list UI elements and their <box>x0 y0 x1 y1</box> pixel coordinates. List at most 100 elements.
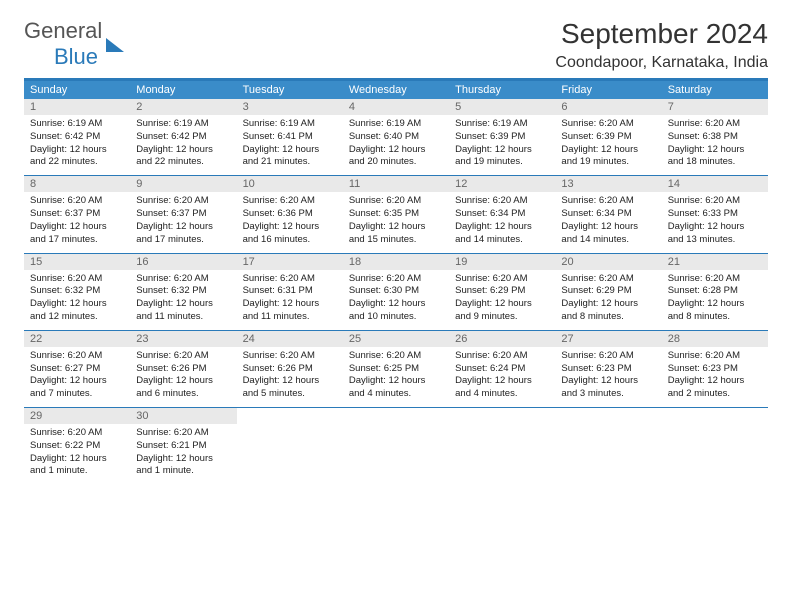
day-cell: 8Sunrise: 6:20 AMSunset: 6:37 PMDaylight… <box>24 176 130 252</box>
daylight-line: Daylight: 12 hours and 8 minutes. <box>668 298 762 324</box>
day-number: 9 <box>130 176 236 192</box>
daylight-line: Daylight: 12 hours and 14 minutes. <box>455 221 549 247</box>
sunset-line: Sunset: 6:32 PM <box>30 285 124 298</box>
day-number: 29 <box>24 408 130 424</box>
day-body: Sunrise: 6:20 AMSunset: 6:37 PMDaylight:… <box>24 192 130 246</box>
day-body: Sunrise: 6:19 AMSunset: 6:40 PMDaylight:… <box>343 115 449 169</box>
sunset-line: Sunset: 6:39 PM <box>455 131 549 144</box>
sunrise-line: Sunrise: 6:20 AM <box>30 273 124 286</box>
day-cell: 7Sunrise: 6:20 AMSunset: 6:38 PMDaylight… <box>662 99 768 175</box>
sunset-line: Sunset: 6:30 PM <box>349 285 443 298</box>
week-row: 29Sunrise: 6:20 AMSunset: 6:22 PMDayligh… <box>24 408 768 484</box>
daylight-line: Daylight: 12 hours and 17 minutes. <box>30 221 124 247</box>
day-number: 28 <box>662 331 768 347</box>
daylight-line: Daylight: 12 hours and 6 minutes. <box>136 375 230 401</box>
sunrise-line: Sunrise: 6:20 AM <box>30 195 124 208</box>
logo-word2: Blue <box>54 44 98 69</box>
day-number: 4 <box>343 99 449 115</box>
sunrise-line: Sunrise: 6:19 AM <box>243 118 337 131</box>
day-body: Sunrise: 6:20 AMSunset: 6:35 PMDaylight:… <box>343 192 449 246</box>
sunset-line: Sunset: 6:34 PM <box>455 208 549 221</box>
day-cell: 25Sunrise: 6:20 AMSunset: 6:25 PMDayligh… <box>343 331 449 407</box>
weekday-header: Tuesday <box>237 81 343 99</box>
daylight-line: Daylight: 12 hours and 14 minutes. <box>561 221 655 247</box>
day-number: 21 <box>662 254 768 270</box>
title-block: September 2024 Coondapoor, Karnataka, In… <box>555 18 768 72</box>
week-row: 22Sunrise: 6:20 AMSunset: 6:27 PMDayligh… <box>24 331 768 408</box>
day-cell: 22Sunrise: 6:20 AMSunset: 6:27 PMDayligh… <box>24 331 130 407</box>
daylight-line: Daylight: 12 hours and 2 minutes. <box>668 375 762 401</box>
day-cell: 4Sunrise: 6:19 AMSunset: 6:40 PMDaylight… <box>343 99 449 175</box>
sunset-line: Sunset: 6:35 PM <box>349 208 443 221</box>
day-number: 12 <box>449 176 555 192</box>
day-cell: 2Sunrise: 6:19 AMSunset: 6:42 PMDaylight… <box>130 99 236 175</box>
day-number: 8 <box>24 176 130 192</box>
day-cell: 18Sunrise: 6:20 AMSunset: 6:30 PMDayligh… <box>343 254 449 330</box>
day-body: Sunrise: 6:20 AMSunset: 6:26 PMDaylight:… <box>237 347 343 401</box>
day-number: 27 <box>555 331 661 347</box>
day-cell: 5Sunrise: 6:19 AMSunset: 6:39 PMDaylight… <box>449 99 555 175</box>
day-number: 3 <box>237 99 343 115</box>
day-number: 19 <box>449 254 555 270</box>
day-body: Sunrise: 6:19 AMSunset: 6:42 PMDaylight:… <box>24 115 130 169</box>
sunrise-line: Sunrise: 6:20 AM <box>349 195 443 208</box>
sunset-line: Sunset: 6:23 PM <box>561 363 655 376</box>
day-number: 20 <box>555 254 661 270</box>
sunrise-line: Sunrise: 6:20 AM <box>243 195 337 208</box>
weeks-container: 1Sunrise: 6:19 AMSunset: 6:42 PMDaylight… <box>24 99 768 484</box>
day-cell <box>449 408 555 484</box>
day-body: Sunrise: 6:20 AMSunset: 6:21 PMDaylight:… <box>130 424 236 478</box>
daylight-line: Daylight: 12 hours and 11 minutes. <box>243 298 337 324</box>
sunset-line: Sunset: 6:24 PM <box>455 363 549 376</box>
weekday-header: Wednesday <box>343 81 449 99</box>
logo-triangle-icon <box>106 38 124 52</box>
day-cell <box>343 408 449 484</box>
sunrise-line: Sunrise: 6:20 AM <box>455 273 549 286</box>
sunrise-line: Sunrise: 6:20 AM <box>30 350 124 363</box>
sunset-line: Sunset: 6:29 PM <box>455 285 549 298</box>
sunrise-line: Sunrise: 6:20 AM <box>349 350 443 363</box>
daylight-line: Daylight: 12 hours and 21 minutes. <box>243 144 337 170</box>
daylight-line: Daylight: 12 hours and 9 minutes. <box>455 298 549 324</box>
day-number: 23 <box>130 331 236 347</box>
sunrise-line: Sunrise: 6:20 AM <box>561 273 655 286</box>
daylight-line: Daylight: 12 hours and 22 minutes. <box>30 144 124 170</box>
day-number: 5 <box>449 99 555 115</box>
sunset-line: Sunset: 6:37 PM <box>30 208 124 221</box>
daylight-line: Daylight: 12 hours and 4 minutes. <box>349 375 443 401</box>
daylight-line: Daylight: 12 hours and 19 minutes. <box>561 144 655 170</box>
day-number: 18 <box>343 254 449 270</box>
day-cell: 30Sunrise: 6:20 AMSunset: 6:21 PMDayligh… <box>130 408 236 484</box>
day-body: Sunrise: 6:20 AMSunset: 6:32 PMDaylight:… <box>130 270 236 324</box>
sunrise-line: Sunrise: 6:20 AM <box>668 273 762 286</box>
week-row: 1Sunrise: 6:19 AMSunset: 6:42 PMDaylight… <box>24 99 768 176</box>
sunrise-line: Sunrise: 6:20 AM <box>136 427 230 440</box>
day-body: Sunrise: 6:20 AMSunset: 6:33 PMDaylight:… <box>662 192 768 246</box>
day-cell: 3Sunrise: 6:19 AMSunset: 6:41 PMDaylight… <box>237 99 343 175</box>
day-cell: 26Sunrise: 6:20 AMSunset: 6:24 PMDayligh… <box>449 331 555 407</box>
daylight-line: Daylight: 12 hours and 12 minutes. <box>30 298 124 324</box>
week-row: 15Sunrise: 6:20 AMSunset: 6:32 PMDayligh… <box>24 254 768 331</box>
daylight-line: Daylight: 12 hours and 3 minutes. <box>561 375 655 401</box>
day-cell: 24Sunrise: 6:20 AMSunset: 6:26 PMDayligh… <box>237 331 343 407</box>
day-cell: 10Sunrise: 6:20 AMSunset: 6:36 PMDayligh… <box>237 176 343 252</box>
daylight-line: Daylight: 12 hours and 8 minutes. <box>561 298 655 324</box>
day-cell <box>662 408 768 484</box>
weekday-header: Monday <box>130 81 236 99</box>
sunset-line: Sunset: 6:38 PM <box>668 131 762 144</box>
day-body: Sunrise: 6:20 AMSunset: 6:34 PMDaylight:… <box>555 192 661 246</box>
sunset-line: Sunset: 6:26 PM <box>243 363 337 376</box>
sunrise-line: Sunrise: 6:20 AM <box>455 350 549 363</box>
sunrise-line: Sunrise: 6:20 AM <box>668 195 762 208</box>
day-cell: 28Sunrise: 6:20 AMSunset: 6:23 PMDayligh… <box>662 331 768 407</box>
day-body: Sunrise: 6:20 AMSunset: 6:30 PMDaylight:… <box>343 270 449 324</box>
location: Coondapoor, Karnataka, India <box>555 54 768 72</box>
day-body: Sunrise: 6:20 AMSunset: 6:24 PMDaylight:… <box>449 347 555 401</box>
sunset-line: Sunset: 6:26 PM <box>136 363 230 376</box>
day-number: 1 <box>24 99 130 115</box>
day-body: Sunrise: 6:20 AMSunset: 6:23 PMDaylight:… <box>555 347 661 401</box>
daylight-line: Daylight: 12 hours and 19 minutes. <box>455 144 549 170</box>
day-number: 16 <box>130 254 236 270</box>
weekday-header: Friday <box>555 81 661 99</box>
sunset-line: Sunset: 6:23 PM <box>668 363 762 376</box>
